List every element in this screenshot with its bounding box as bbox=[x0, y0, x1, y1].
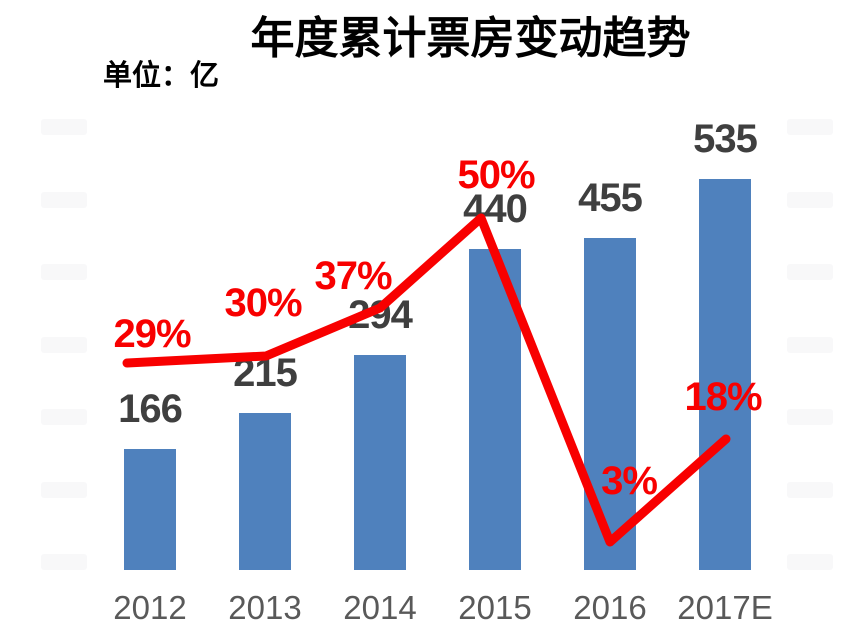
watermark bbox=[41, 119, 87, 135]
growth-trend-polyline bbox=[122, 213, 731, 547]
x-tick-label-2015: 2015 bbox=[458, 589, 532, 626]
watermark bbox=[787, 264, 833, 280]
growth-label-2016: 3% bbox=[601, 459, 658, 503]
watermark bbox=[787, 192, 833, 208]
watermark bbox=[787, 409, 833, 425]
watermark bbox=[787, 337, 833, 353]
watermark bbox=[41, 264, 87, 280]
x-tick-label-2013: 2013 bbox=[228, 589, 302, 626]
watermark bbox=[41, 482, 87, 498]
bar-2012 bbox=[124, 449, 176, 570]
x-tick-label-2017E: 2017E bbox=[677, 589, 773, 626]
bar-2014 bbox=[354, 355, 406, 570]
growth-label-2017E: 18% bbox=[684, 375, 762, 419]
growth-label-2014: 37% bbox=[314, 254, 392, 298]
chart-title: 年度累计票房变动趋势 bbox=[250, 14, 691, 63]
x-tick-label-2012: 2012 bbox=[113, 589, 187, 626]
bar-2016 bbox=[584, 238, 636, 570]
growth-label-2012: 29% bbox=[113, 312, 191, 356]
growth-label-2013: 30% bbox=[224, 281, 302, 325]
watermark bbox=[787, 554, 833, 570]
watermark bbox=[41, 554, 87, 570]
bar-2013 bbox=[239, 413, 291, 570]
x-tick-label-2014: 2014 bbox=[343, 589, 417, 626]
x-tick-label-2016: 2016 bbox=[573, 589, 647, 626]
watermark bbox=[787, 482, 833, 498]
watermark bbox=[41, 192, 87, 208]
unit-label: 单位：亿 bbox=[103, 60, 220, 92]
value-label-2012: 166 bbox=[118, 387, 183, 431]
value-label-2016: 455 bbox=[578, 176, 643, 220]
bar-2017E bbox=[699, 179, 751, 570]
watermark bbox=[41, 337, 87, 353]
watermark bbox=[787, 119, 833, 135]
watermark bbox=[41, 409, 87, 425]
growth-label-2015: 50% bbox=[457, 153, 535, 197]
value-label-2017E: 535 bbox=[693, 117, 758, 161]
